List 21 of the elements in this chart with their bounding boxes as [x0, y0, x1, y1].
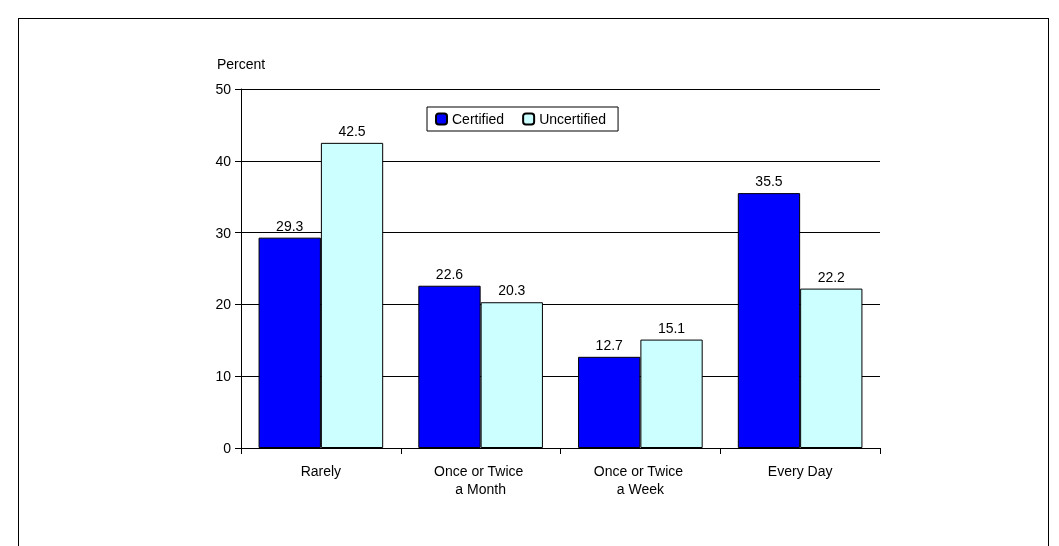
x-tick-label: Every Day	[767, 463, 833, 479]
data-label: 35.5	[755, 173, 783, 190]
y-tick-label: 40	[215, 152, 232, 169]
y-tick-label: 30	[215, 224, 232, 241]
data-label: 12.7	[595, 336, 624, 353]
data-label: 22.6	[435, 265, 464, 282]
legend-label: Uncertified	[539, 111, 607, 127]
data-label: 42.5	[338, 122, 366, 139]
data-label: 29.3	[276, 217, 304, 234]
y-tick-label: 20	[215, 296, 232, 313]
data-label: 22.2	[817, 268, 846, 285]
y-tick-label: 10	[215, 368, 232, 385]
x-tick-label: Once or Twice a Week	[593, 463, 687, 497]
legend-label: Certified	[452, 111, 505, 127]
x-tick-label: Rarely	[300, 463, 342, 479]
x-tick-label: Once or Twice a Month	[434, 463, 528, 497]
y-axis-title: Percent	[216, 56, 266, 72]
data-label: 15.1	[657, 319, 686, 336]
y-tick-label: 50	[215, 81, 232, 97]
data-label: 20.3	[498, 282, 526, 299]
y-tick-label: 0	[223, 440, 232, 456]
